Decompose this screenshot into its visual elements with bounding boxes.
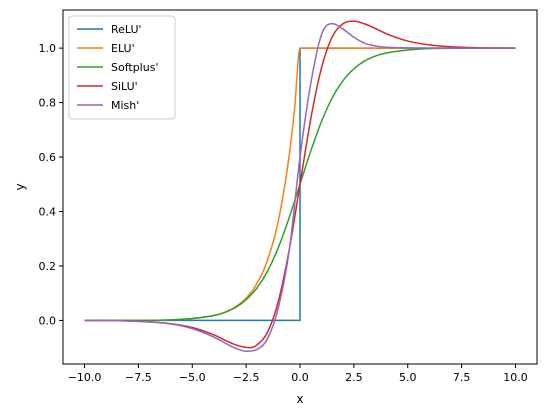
x-tick-label: 10.0: [503, 371, 528, 384]
x-tick-label: −2.5: [233, 371, 260, 384]
legend-label: SiLU': [111, 80, 138, 93]
series-line-silu: [84, 20, 516, 349]
y-tick-label: 1.0: [39, 42, 57, 55]
legend-box: [68, 15, 176, 120]
x-axis: −10.0 −7.5 −5.0 −2.5 0.0 2.5 5.0 7.5 10.0: [68, 364, 528, 384]
x-tick-label: −5.0: [179, 371, 206, 384]
x-tick-label: −7.5: [125, 371, 152, 384]
series-line-mish: [84, 22, 516, 352]
x-tick-label: 2.5: [345, 371, 363, 384]
legend-label: Mish': [111, 99, 139, 112]
y-tick-label: 0.6: [39, 151, 57, 164]
x-tick-label: 7.5: [453, 371, 471, 384]
x-tick-label: 0.0: [291, 371, 309, 384]
x-tick-label: −10.0: [68, 371, 102, 384]
legend-label: Softplus': [111, 61, 158, 74]
x-axis-label: x: [296, 392, 303, 406]
y-axis: 0.0 0.2 0.4 0.6 0.8 1.0: [39, 42, 63, 327]
series-layer: [84, 20, 516, 352]
y-tick-label: 0.4: [39, 206, 57, 219]
legend-label: ReLU': [111, 23, 142, 36]
x-tick-label: 5.0: [399, 371, 417, 384]
legend: ReLU' ELU' Softplus' SiLU' Mish': [68, 15, 176, 120]
y-tick-label: 0.2: [39, 260, 57, 273]
y-axis-label: y: [13, 183, 27, 190]
y-tick-label: 0.0: [39, 314, 57, 327]
y-tick-label: 0.8: [39, 97, 57, 110]
legend-label: ELU': [111, 42, 135, 55]
